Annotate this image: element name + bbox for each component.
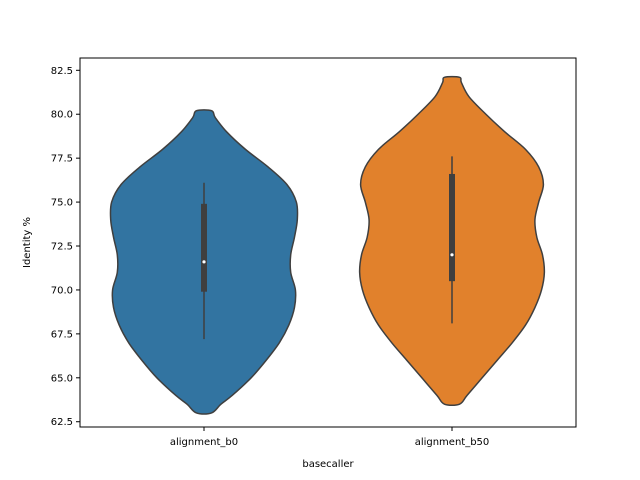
y-tick-label-4: 72.5 [51, 242, 73, 253]
x-tick-label-1: alignment_b50 [415, 437, 490, 448]
y-tick-label-6: 77.5 [51, 154, 73, 165]
violins-layer [109, 75, 546, 415]
y-tick-label-1: 65.0 [51, 373, 73, 384]
plot-area-frame [79, 57, 577, 428]
y-tick-label-0: 62.5 [51, 417, 73, 428]
y-tick-label-8: 82.5 [51, 66, 73, 77]
y-tick-label-7: 80.0 [51, 110, 73, 121]
y-axis-label: Identity % [22, 217, 33, 268]
y-tick-label-3: 70.0 [51, 285, 73, 296]
x-tick-label-0: alignment_b0 [170, 437, 238, 448]
y-tick-label-2: 67.5 [51, 329, 73, 340]
x-axis-label: basecaller [302, 459, 354, 470]
violin-median-alignment_b50 [450, 253, 454, 257]
violin-iqr-box-alignment_b0 [201, 203, 207, 292]
y-axis: 62.5 65.0 67.5 70.0 72.5 75.0 77.5 80.0 82.5 [51, 66, 80, 428]
x-axis: alignment_b0 alignment_b50 [170, 427, 489, 448]
violin-median-alignment_b0 [202, 260, 206, 264]
violin-iqr-box-alignment_b50 [449, 173, 455, 282]
y-tick-label-5: 75.0 [51, 198, 73, 209]
